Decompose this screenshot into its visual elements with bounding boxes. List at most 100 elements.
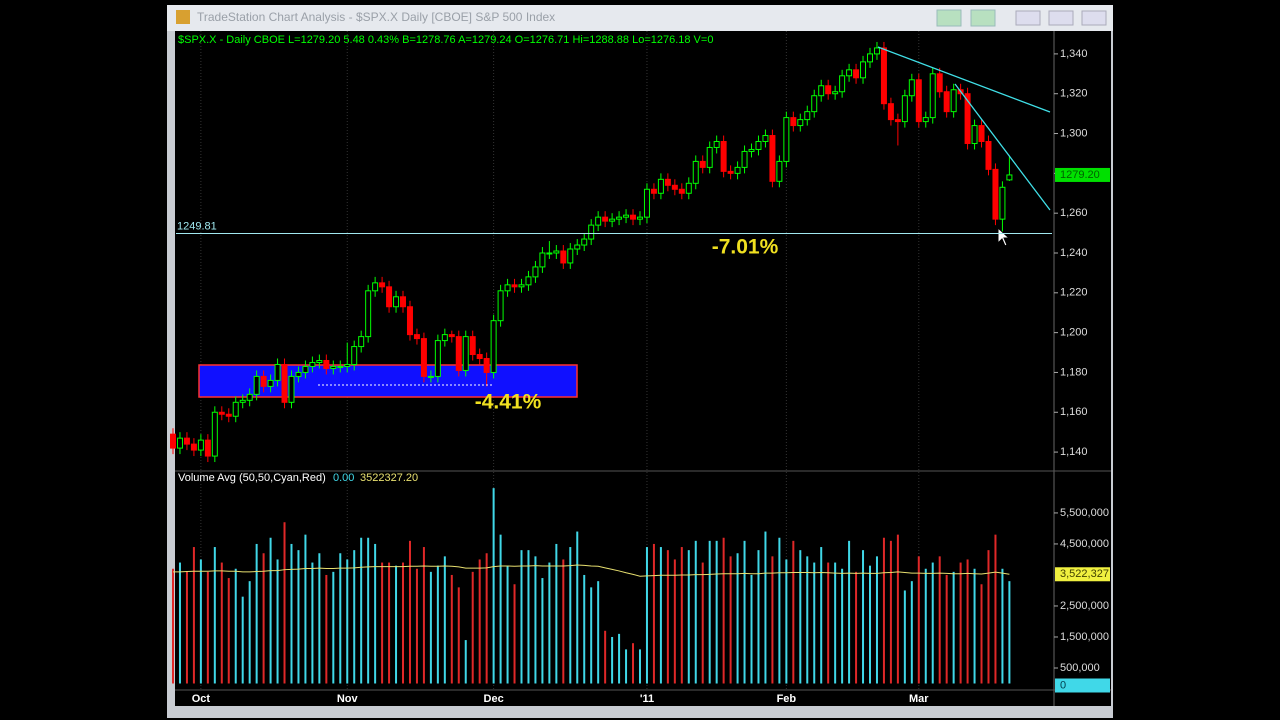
- volume-bar: [722, 537, 725, 684]
- candle-body: [365, 290, 372, 338]
- candle-body: [706, 146, 713, 168]
- candle-body: [490, 320, 497, 373]
- volume-bar: [625, 649, 628, 684]
- candle-body: [846, 69, 853, 77]
- volume-bar: [304, 534, 307, 684]
- volume-bar: [659, 547, 662, 684]
- candle-body: [574, 244, 581, 250]
- candle-body: [190, 443, 197, 451]
- candle-body: [441, 334, 448, 342]
- volume-bar: [966, 559, 969, 684]
- volume-bar: [478, 559, 481, 684]
- candle-body: [288, 375, 295, 403]
- candle-body: [713, 141, 720, 148]
- candle-body: [525, 276, 532, 286]
- volume-bar: [548, 562, 551, 684]
- volume-bar: [806, 556, 809, 684]
- candle-body: [455, 336, 462, 371]
- candle-body: [567, 248, 574, 264]
- candle-body: [602, 216, 609, 222]
- volume-bar: [172, 568, 174, 684]
- volume-bar: [562, 559, 565, 684]
- volume-bar: [708, 540, 711, 684]
- candle-body: [887, 103, 894, 121]
- volume-bar: [276, 559, 279, 684]
- candle-body: [330, 365, 337, 369]
- candle-body: [176, 437, 183, 449]
- candle-body: [351, 346, 358, 365]
- candle-body: [225, 413, 232, 417]
- volume-bar: [869, 565, 871, 684]
- volume-bar: [436, 565, 439, 684]
- close-button[interactable]: [1081, 10, 1107, 26]
- volume-bar: [632, 643, 635, 684]
- volume-bar: [290, 543, 293, 684]
- volume-bar: [527, 550, 530, 684]
- volume-bar: [506, 565, 509, 684]
- candle-body: [504, 284, 511, 292]
- candle-body: [992, 168, 999, 220]
- volume-bar: [402, 562, 405, 684]
- volume-bar: [367, 537, 370, 684]
- candle-body: [427, 375, 434, 378]
- candle-body: [588, 224, 595, 240]
- volume-bar: [736, 553, 739, 684]
- candle-body: [636, 216, 643, 220]
- volume-bar: [485, 553, 488, 684]
- volume-bar: [896, 534, 899, 684]
- volume-bar: [931, 562, 934, 684]
- volume-bar: [799, 550, 802, 684]
- x-tick-label: Dec: [484, 693, 504, 705]
- volume-bar: [666, 550, 669, 684]
- volume-bar: [332, 571, 335, 684]
- candle-body: [699, 160, 706, 168]
- candle-body: [274, 363, 281, 381]
- maximize-button[interactable]: [1048, 10, 1074, 26]
- volume-bar: [199, 559, 202, 684]
- candle-body: [386, 286, 393, 308]
- candle-body: [832, 91, 839, 95]
- volume-bar: [771, 556, 774, 684]
- minimize-button[interactable]: [1015, 10, 1041, 26]
- volume-bar: [429, 571, 432, 684]
- candle-body: [595, 216, 602, 226]
- x-tick-label: '11: [640, 693, 654, 705]
- y-tick-label: 1,160: [1060, 406, 1088, 418]
- volume-bar: [241, 596, 244, 684]
- toolbar-button[interactable]: [936, 9, 962, 27]
- avg-box: [1055, 567, 1110, 582]
- candle-body: [727, 170, 734, 174]
- volume-bar: [924, 568, 927, 684]
- candle-body: [260, 375, 267, 387]
- volume-bar: [994, 534, 997, 684]
- candle-body: [755, 141, 762, 150]
- candle-body: [246, 393, 253, 401]
- candle-body: [860, 61, 867, 79]
- candle-body: [971, 125, 978, 144]
- volume-bar: [959, 562, 962, 684]
- volume-bar: [680, 547, 683, 684]
- candle-body: [253, 375, 260, 395]
- volume-bar: [841, 568, 844, 684]
- candle-body: [873, 47, 880, 55]
- volume-bar: [855, 571, 858, 684]
- trendline: [954, 83, 1051, 211]
- volume-bar: [715, 540, 718, 684]
- volume-bar: [388, 562, 391, 684]
- candle-body: [546, 252, 553, 255]
- volume-bar: [827, 562, 830, 684]
- candle-body: [239, 399, 246, 403]
- candle-body: [448, 334, 455, 338]
- toolbar-button[interactable]: [970, 9, 996, 27]
- volume-bar: [701, 562, 704, 684]
- candle-body: [323, 360, 330, 369]
- candle-body: [720, 141, 727, 172]
- current-volume-label: 0: [1060, 679, 1066, 691]
- candle-body: [671, 184, 678, 190]
- candle-body: [344, 363, 351, 367]
- candle-body: [358, 336, 365, 348]
- volume-bar: [652, 543, 655, 684]
- volume-bar: [862, 550, 865, 684]
- volume-bar: [450, 574, 453, 684]
- candle-body: [204, 439, 211, 457]
